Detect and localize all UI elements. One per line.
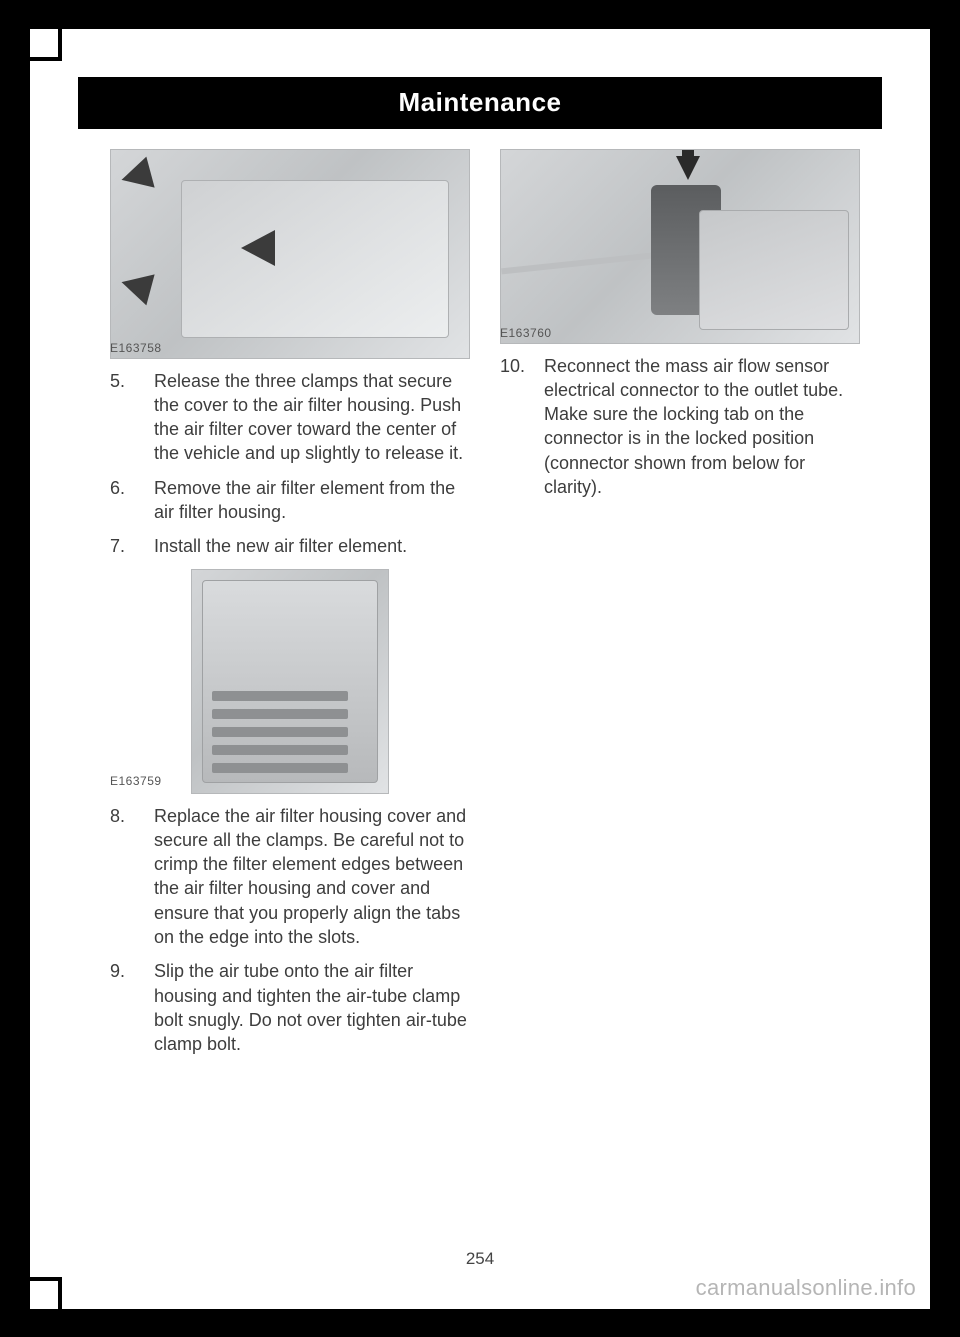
step-number: 9. [110,959,140,1056]
step-number: 7. [110,534,140,558]
crop-mark [58,29,62,61]
crop-mark [58,1277,62,1309]
step-item: 7. Install the new air filter element. [110,534,470,558]
page-title: Maintenance [399,87,562,118]
figure-2-image [191,569,389,794]
step-text: Reconnect the mass air flow sensor elect… [544,354,860,500]
step-item: 8. Replace the air filter housing cover … [110,804,470,950]
right-column: E163760 10. Reconnect the mass air flow … [500,149,860,1229]
step-text: Slip the air tube onto the air filter ho… [154,959,470,1056]
page-number: 254 [30,1249,930,1269]
steps-list-a: 5. Release the three clamps that secure … [110,369,470,569]
step-text: Install the new air filter element. [154,534,470,558]
figure-2: E163759 [110,569,470,794]
step-item: 10. Reconnect the mass air flow sensor e… [500,354,860,500]
figure-1-label: E163758 [110,341,162,355]
figure-3: E163760 [500,149,860,344]
step-number: 5. [110,369,140,466]
step-number: 10. [500,354,530,500]
figure-3-label: E163760 [500,326,552,340]
content-area: E163758 5. Release the three clamps that… [110,149,860,1229]
steps-list-b: 8. Replace the air filter housing cover … [110,804,470,1067]
step-text: Replace the air filter housing cover and… [154,804,470,950]
watermark: carmanualsonline.info [696,1275,916,1301]
figure-2-label: E163759 [110,774,162,788]
steps-list-right: 10. Reconnect the mass air flow sensor e… [500,354,860,510]
step-text: Release the three clamps that secure the… [154,369,470,466]
left-column: E163758 5. Release the three clamps that… [110,149,470,1229]
figure-1-image [110,149,470,359]
step-number: 6. [110,476,140,525]
step-item: 6. Remove the air filter element from th… [110,476,470,525]
step-item: 9. Slip the air tube onto the air filter… [110,959,470,1056]
step-item: 5. Release the three clamps that secure … [110,369,470,466]
figure-3-image [500,149,860,344]
page-header: Maintenance [78,77,882,129]
page: Maintenance E163758 5. Release the three… [30,29,930,1309]
step-text: Remove the air filter element from the a… [154,476,470,525]
step-number: 8. [110,804,140,950]
figure-1: E163758 [110,149,470,359]
